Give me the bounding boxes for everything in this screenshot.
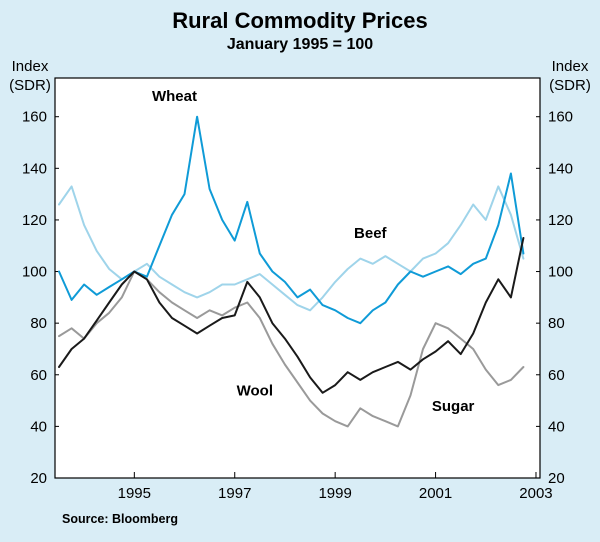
x-axis-tick-label: 2001 <box>419 485 452 502</box>
y-axis-tick-label-left: 140 <box>22 160 47 177</box>
series-label-sugar: Sugar <box>432 398 475 415</box>
y-axis-tick-label-right: 100 <box>548 264 573 281</box>
series-label-beef: Beef <box>354 225 388 242</box>
series-line-beef <box>58 185 525 312</box>
plot-area <box>54 77 541 479</box>
left-axis-unit-line2: (SDR) <box>9 76 51 94</box>
y-axis-tick-label-left: 80 <box>30 315 47 332</box>
y-axis-tick-label-left: 160 <box>22 109 47 126</box>
chart-title: Rural Commodity Prices <box>172 8 428 33</box>
x-axis-tick-label: 1995 <box>118 485 151 502</box>
right-axis-unit-line2: (SDR) <box>549 76 591 94</box>
y-axis-tick-label-left: 40 <box>30 418 47 435</box>
x-axis-tick-label: 2003 <box>519 485 552 502</box>
y-axis-tick-label-right: 40 <box>548 418 565 435</box>
series-line-wool <box>58 237 525 394</box>
right-axis-unit-label: Index (SDR) <box>542 58 598 96</box>
right-axis-unit-line1: Index <box>551 58 589 75</box>
y-axis-tick-label-left: 120 <box>22 212 47 229</box>
left-axis-unit-label: Index (SDR) <box>2 58 58 96</box>
chart-subtitle: January 1995 = 100 <box>226 36 374 53</box>
y-axis-tick-label-right: 60 <box>548 367 565 384</box>
x-axis-tick-label: 1999 <box>318 485 351 502</box>
y-axis-tick-label-right: 160 <box>548 109 573 126</box>
y-axis-tick-label-left: 60 <box>30 367 47 384</box>
series-label-wool: Wool <box>237 382 273 399</box>
left-axis-unit-line1: Index <box>11 58 49 75</box>
source-note: Source: Bloomberg <box>62 512 178 526</box>
x-axis-tick-label: 1997 <box>218 485 251 502</box>
y-axis-tick-label-right: 120 <box>548 212 573 229</box>
series-label-wheat: Wheat <box>152 88 197 105</box>
y-axis-tick-label-right: 140 <box>548 160 573 177</box>
y-axis-tick-label-left: 20 <box>30 470 47 487</box>
y-axis-tick-label-right: 20 <box>548 470 565 487</box>
y-axis-tick-label-right: 80 <box>548 315 565 332</box>
y-axis-tick-label-left: 100 <box>22 264 47 281</box>
